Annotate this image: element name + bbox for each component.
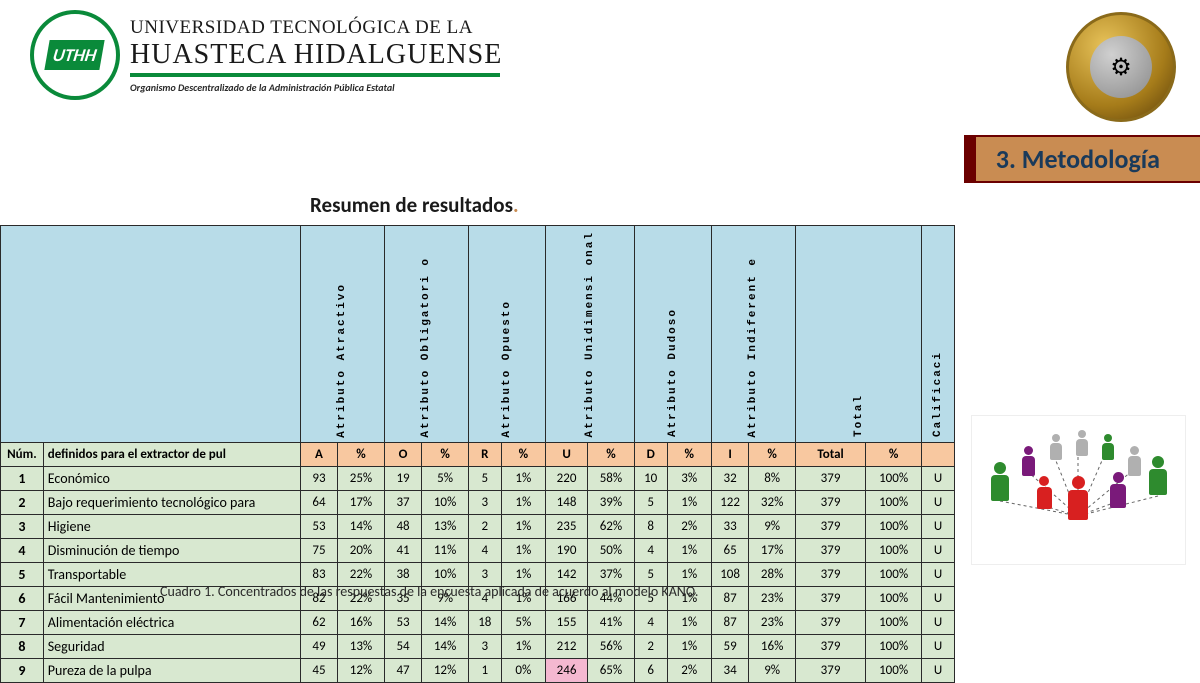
person-icon bbox=[990, 462, 1010, 501]
university-subtitle: Organismo Descentralizado de la Administ… bbox=[130, 81, 502, 94]
col-header: Atributo Indiferent e bbox=[711, 226, 795, 443]
table-row: 8Seguridad4913%5414%31%21256%21%5916%379… bbox=[1, 635, 955, 659]
university-line2: HUASTECA HIDALGUENSE bbox=[130, 39, 502, 71]
sub-header: % bbox=[667, 443, 711, 467]
divider-bar bbox=[130, 73, 500, 77]
university-logo: UTHH bbox=[30, 10, 120, 100]
person-icon bbox=[1018, 446, 1038, 476]
logo-text: UTHH bbox=[45, 40, 106, 70]
col-header: Atributo Atractivo bbox=[300, 226, 384, 443]
col-header: Atributo Obligatori o bbox=[384, 226, 468, 443]
num-header: Núm. bbox=[1, 443, 44, 467]
sub-header: Total bbox=[796, 443, 866, 467]
kano-table: Atributo AtractivoAtributo Obligatori oA… bbox=[0, 225, 955, 683]
sub-header: I bbox=[711, 443, 748, 467]
sub-header: A bbox=[300, 443, 337, 467]
gear-icon: ⚙ bbox=[1090, 36, 1152, 98]
person-icon bbox=[1068, 476, 1088, 520]
section-chip: 3. Metodología bbox=[964, 135, 1200, 183]
table-row: 1Económico9325%195%51%22058%103%328%3791… bbox=[1, 467, 955, 491]
sub-header bbox=[922, 443, 955, 467]
sub-header: % bbox=[866, 443, 922, 467]
col-header: Total bbox=[796, 226, 922, 443]
sub-header: U bbox=[546, 443, 588, 467]
person-icon bbox=[1148, 456, 1168, 495]
person-icon bbox=[1046, 434, 1066, 460]
sub-header: % bbox=[338, 443, 385, 467]
university-name-block: UNIVERSIDAD TECNOLÓGICA DE LA HUASTECA H… bbox=[130, 17, 502, 94]
sub-header: D bbox=[634, 443, 667, 467]
col-header: Atributo Opuesto bbox=[468, 226, 545, 443]
table-row: 4Disminución de tiempo7520%4111%41%19050… bbox=[1, 539, 955, 563]
people-network-graphic bbox=[971, 415, 1186, 565]
sub-header: R bbox=[468, 443, 501, 467]
table-row: 9Pureza de la pulpa4512%4712%10%24665%62… bbox=[1, 659, 955, 683]
sub-header: % bbox=[588, 443, 635, 467]
table-row: 3Higiene5314%4813%21%23562%82%339%379100… bbox=[1, 515, 955, 539]
sub-header: % bbox=[749, 443, 796, 467]
col-header: Calificaci bbox=[922, 226, 955, 443]
university-line1: UNIVERSIDAD TECNOLÓGICA DE LA bbox=[130, 17, 502, 39]
table-row: 7Alimentación eléctrica6216%5314%185%155… bbox=[1, 611, 955, 635]
university-header: UTHH UNIVERSIDAD TECNOLÓGICA DE LA HUAST… bbox=[30, 10, 502, 100]
department-badge: ⚙ bbox=[1066, 12, 1176, 122]
person-icon bbox=[1072, 430, 1092, 456]
sub-header: % bbox=[501, 443, 545, 467]
person-icon bbox=[1034, 476, 1054, 509]
sub-header: O bbox=[384, 443, 421, 467]
results-title: Resumen de resultados. bbox=[310, 192, 519, 218]
table-row: 2Bajo requerimiento tecnológico para6417… bbox=[1, 491, 955, 515]
criteria-header: definidos para el extractor de pul bbox=[43, 443, 300, 467]
person-icon bbox=[1098, 434, 1118, 460]
col-header: Atributo Dudoso bbox=[634, 226, 711, 443]
col-header: Atributo Unidimensi onal bbox=[546, 226, 635, 443]
table-caption: Cuadro 1. Concentrados de las respuestas… bbox=[160, 583, 698, 600]
person-icon bbox=[1108, 472, 1128, 508]
sub-header: % bbox=[422, 443, 469, 467]
